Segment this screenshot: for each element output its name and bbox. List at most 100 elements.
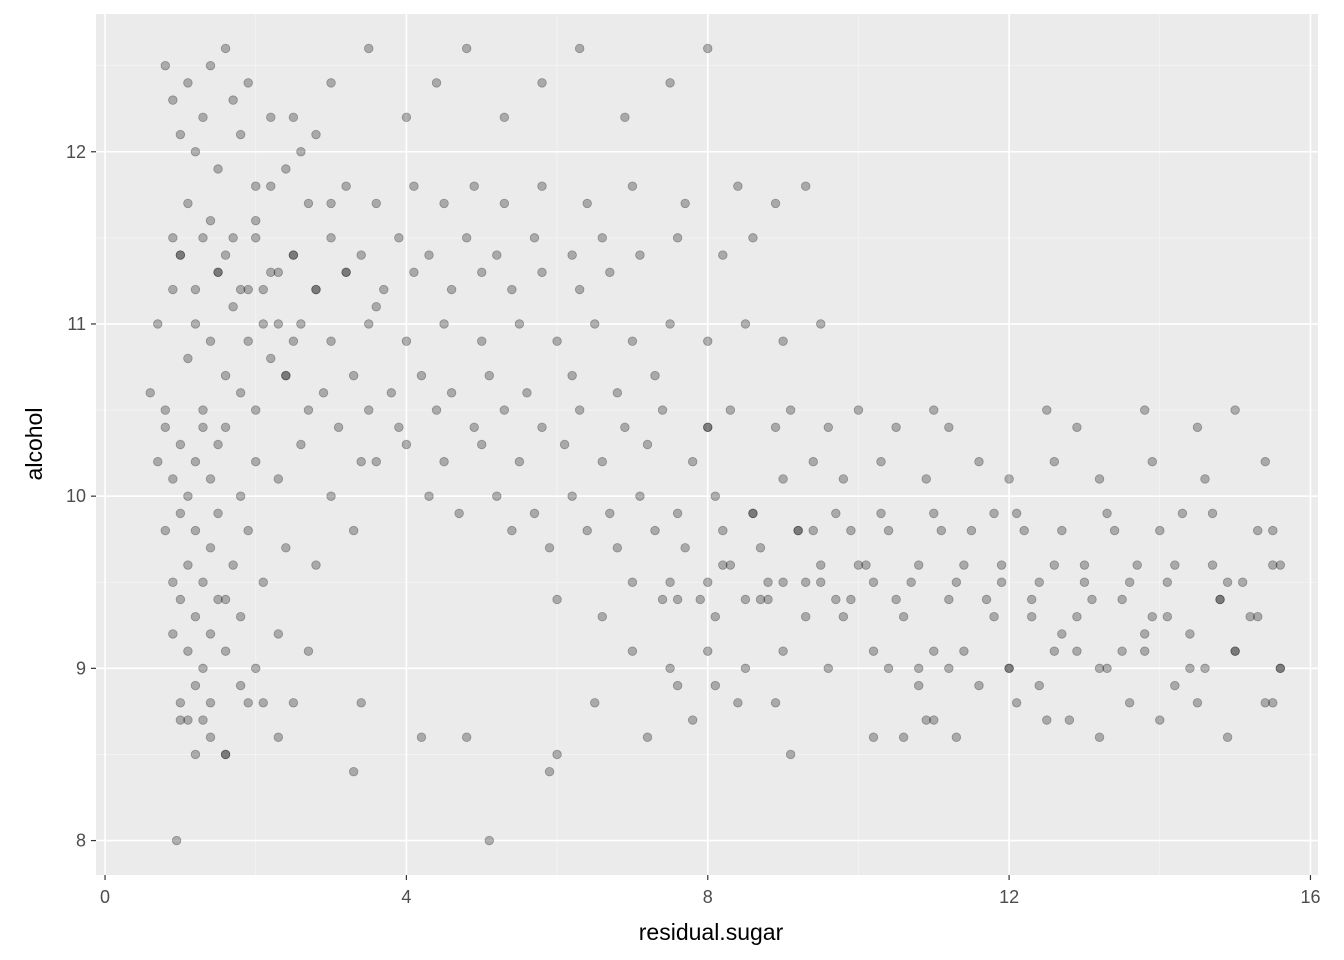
scatter-point: [190, 749, 201, 760]
scatter-point: [243, 698, 253, 708]
scatter-point: [205, 474, 216, 484]
scatter-point: [243, 525, 253, 536]
scatter-point: [1268, 525, 1278, 536]
scatter-point: [477, 267, 487, 278]
scatter-point: [1170, 680, 1180, 691]
scatter-point: [703, 422, 713, 432]
scatter-point: [220, 250, 231, 260]
scatter-point: [559, 439, 570, 450]
x-tick-label: 12: [999, 887, 1019, 907]
scatter-point: [1072, 422, 1082, 432]
scatter-point: [703, 422, 713, 432]
scatter-point: [567, 491, 577, 501]
scatter-point: [665, 577, 675, 587]
scatter-point: [1102, 663, 1112, 674]
scatter-point: [213, 508, 223, 519]
scatter-point: [529, 508, 540, 519]
scatter-point: [235, 491, 246, 501]
scatter-point: [1011, 698, 1022, 708]
scatter-point: [235, 388, 246, 398]
scatter-point: [198, 405, 208, 415]
scatter-point: [281, 543, 291, 553]
scatter-point: [205, 629, 216, 639]
scatter-point: [416, 732, 427, 742]
y-axis-title: alcohol: [21, 408, 47, 481]
scatter-point: [808, 525, 818, 536]
scatter-point: [1237, 577, 1248, 587]
scatter-point: [876, 457, 886, 467]
scatter-point: [800, 612, 811, 622]
y-tick-label: 9: [76, 658, 86, 678]
scatter-point: [951, 577, 962, 587]
scatter-point: [1034, 577, 1044, 587]
scatter-point: [537, 78, 547, 88]
scatter-point: [401, 336, 412, 346]
scatter-point: [996, 560, 1007, 570]
scatter-point: [160, 60, 171, 71]
scatter-point: [371, 302, 381, 312]
y-axis-ticks: 8 9 10 11 12: [66, 142, 96, 851]
scatter-point: [883, 525, 894, 536]
scatter-point: [672, 680, 683, 691]
scatter-point: [190, 147, 201, 157]
scatter-point: [251, 181, 261, 191]
scatter-point: [258, 577, 268, 587]
scatter-point: [492, 250, 502, 260]
scatter-point: [778, 646, 788, 656]
scatter-point: [220, 594, 231, 605]
scatter-point: [552, 336, 562, 346]
scatter-point: [348, 370, 359, 381]
scatter-point: [175, 698, 186, 708]
scatter-point: [537, 267, 547, 278]
scatter-point: [213, 439, 223, 450]
scatter-point: [258, 284, 268, 295]
scatter-point: [333, 422, 344, 432]
scatter-point: [258, 698, 268, 708]
scatter-point: [936, 525, 947, 536]
scatter-point: [409, 181, 419, 191]
scatter-point: [168, 577, 178, 587]
scatter-point: [1117, 594, 1127, 605]
scatter-point: [220, 370, 231, 381]
scatter-point: [341, 267, 351, 278]
scatter-point: [974, 680, 984, 691]
scatter-point: [1072, 612, 1082, 622]
scatter-point: [469, 422, 479, 432]
scatter-point: [868, 646, 879, 656]
scatter-point: [778, 474, 788, 484]
scatter-point: [296, 439, 306, 450]
scatter-point: [190, 680, 201, 691]
scatter-point: [710, 491, 720, 501]
scatter-point: [612, 388, 623, 398]
x-axis-ticks: 0 4 8 12 16: [100, 875, 1320, 907]
scatter-point: [853, 560, 864, 570]
scatter-point: [914, 680, 924, 691]
scatter-point: [326, 198, 336, 209]
scatter-point: [1079, 560, 1090, 570]
scatter-point: [183, 646, 193, 656]
scatter-point: [153, 457, 163, 467]
scatter-point: [1124, 698, 1135, 708]
scatter-point: [1042, 715, 1052, 725]
scatter-point: [1245, 612, 1255, 622]
scatter-point: [175, 508, 186, 519]
scatter-point: [620, 422, 630, 432]
scatter-point: [499, 198, 510, 209]
scatter-point: [1185, 663, 1195, 674]
scatter-point: [996, 577, 1007, 587]
scatter-point: [266, 267, 276, 278]
scatter-point: [235, 612, 246, 622]
scatter-point: [627, 646, 638, 656]
scatter-point: [266, 112, 276, 123]
scatter-point: [974, 457, 984, 467]
scatter-point: [296, 147, 306, 157]
scatter-point: [311, 129, 321, 140]
scatter-point: [740, 319, 751, 329]
scatter-point: [1215, 594, 1225, 605]
scatter-point: [1147, 457, 1157, 467]
scatter-point: [597, 233, 607, 243]
scatter-point: [213, 594, 223, 605]
scatter-point: [785, 405, 796, 415]
scatter-point: [778, 577, 788, 587]
scatter-point: [944, 663, 954, 674]
